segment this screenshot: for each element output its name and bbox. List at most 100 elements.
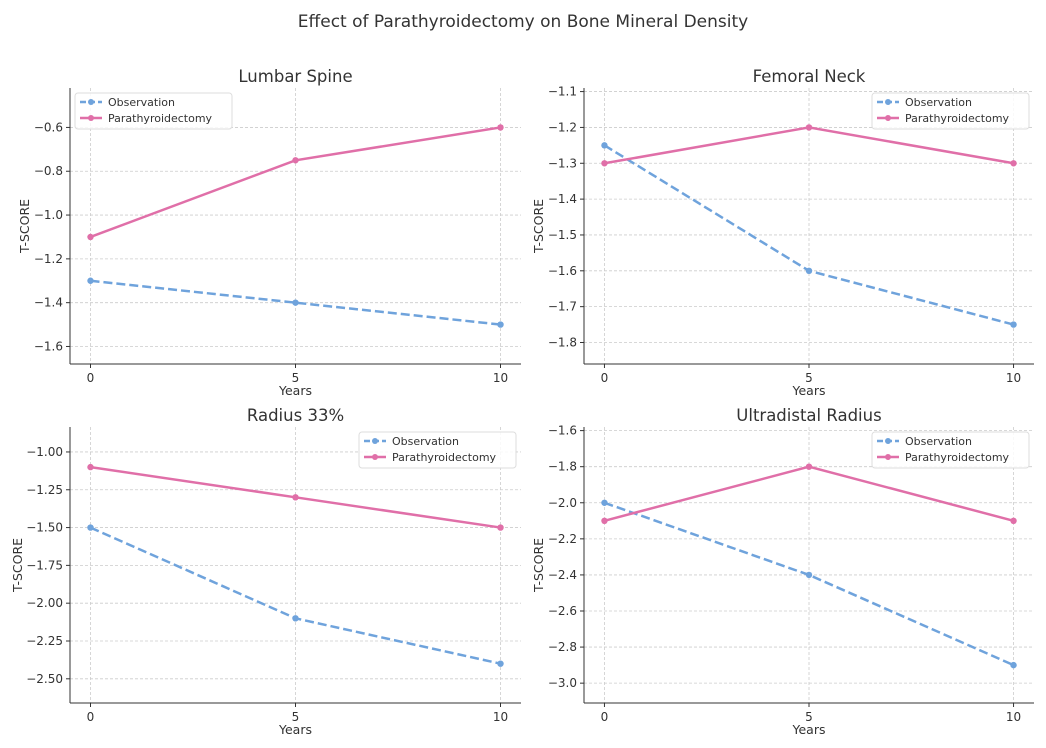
- y-tick-label: −2.00: [26, 596, 63, 610]
- legend: Observation Parathyroidectomy: [871, 431, 1030, 469]
- legend-box: [74, 92, 233, 130]
- data-point-observation: [87, 524, 94, 531]
- legend-box: [871, 431, 1030, 469]
- legend-label: Observation: [392, 435, 459, 448]
- y-tick-label: −2.2: [548, 532, 577, 546]
- legend-box: [358, 431, 517, 469]
- legend-marker: [885, 115, 891, 121]
- x-axis-label: Years: [278, 722, 312, 737]
- legend-label: Observation: [905, 96, 972, 109]
- y-tick-label: −1.2: [34, 252, 63, 266]
- data-point-parathyroidectomy: [1010, 517, 1017, 525]
- legend-marker: [885, 99, 891, 105]
- y-tick-label: −1.3: [548, 156, 577, 170]
- x-tick-label: 0: [601, 710, 609, 724]
- x-tick-label: 10: [1006, 371, 1021, 385]
- y-axis-label: T-SCORE: [531, 538, 546, 593]
- x-tick-label: 5: [292, 371, 300, 385]
- x-tick-label: 10: [493, 371, 508, 385]
- x-tick-label: 0: [87, 710, 95, 724]
- subplot-title: Lumbar Spine: [238, 67, 352, 86]
- subplot-0: 0 5 10 −1.6 −1.4 −1.2 −1.0 −0.8 −0.6 Lumbar Spine…: [17, 67, 521, 398]
- y-tick-label: −2.25: [26, 634, 63, 648]
- legend: Observation Parathyroidectomy: [871, 92, 1030, 130]
- legend-marker: [372, 438, 378, 444]
- data-point-parathyroidectomy: [87, 233, 94, 241]
- data-point-parathyroidectomy: [292, 157, 299, 164]
- series-line-observation: [90, 279, 501, 326]
- data-point-observation: [497, 660, 504, 667]
- y-tick-label: −1.1: [548, 85, 577, 99]
- y-tick-label: −1.00: [26, 445, 63, 459]
- y-tick-label: −2.50: [26, 672, 63, 686]
- data-point-observation: [805, 267, 813, 275]
- data-point-parathyroidectomy: [87, 463, 94, 471]
- y-tick-label: −2.8: [548, 640, 577, 654]
- y-tick-label: −1.50: [26, 521, 63, 535]
- data-point-parathyroidectomy: [1010, 160, 1017, 167]
- legend-label: Parathyroidectomy: [108, 112, 213, 125]
- y-tick-label: −1.6: [548, 264, 577, 278]
- x-tick-label: 10: [493, 710, 508, 724]
- y-tick-label: −0.6: [34, 120, 63, 134]
- y-tick-label: −1.75: [26, 558, 63, 572]
- legend-label: Parathyroidectomy: [905, 451, 1010, 464]
- legend-marker: [88, 99, 94, 105]
- y-tick-label: −1.6: [34, 339, 63, 353]
- y-tick-label: −1.25: [26, 483, 63, 497]
- y-tick-label: −2.6: [548, 604, 577, 618]
- y-tick-label: −3.0: [548, 676, 577, 690]
- y-tick-label: −2.0: [548, 496, 577, 510]
- y-axis-label: T-SCORE: [531, 199, 546, 254]
- data-point-parathyroidectomy: [601, 517, 608, 525]
- data-point-observation: [1010, 321, 1017, 328]
- legend-marker: [372, 454, 378, 460]
- legend-box: [871, 92, 1030, 130]
- y-tick-label: −1.8: [548, 460, 577, 474]
- x-tick-label: 10: [1006, 710, 1021, 724]
- x-axis-label: Years: [278, 383, 312, 398]
- data-point-observation: [1010, 661, 1017, 669]
- x-axis-label: Years: [792, 722, 826, 737]
- data-point-observation: [601, 142, 608, 149]
- y-axis-label: T-SCORE: [10, 538, 25, 593]
- legend: Observation Parathyroidectomy: [74, 92, 233, 130]
- y-tick-label: −1.4: [34, 296, 63, 310]
- legend-marker: [88, 115, 94, 121]
- y-tick-label: −1.0: [34, 208, 63, 222]
- data-point-parathyroidectomy: [601, 160, 608, 167]
- subplot-1: 0 5 10 −1.8 −1.7 −1.6 −1.5 −1.4 −1.3 −1.2 −1.1 Femo…: [531, 67, 1034, 398]
- subplot-2: 0 5 10 −2.50 −2.25 −2.00 −1.75 −1.50 −1.25 −1.00 R…: [10, 406, 521, 737]
- subplot-title: Radius 33%: [247, 406, 344, 425]
- y-tick-label: −1.2: [548, 120, 577, 134]
- legend-label: Parathyroidectomy: [392, 451, 497, 464]
- legend-label: Observation: [905, 435, 972, 448]
- y-tick-label: −1.8: [548, 335, 577, 349]
- x-tick-label: 0: [87, 371, 95, 385]
- data-point-parathyroidectomy: [292, 494, 299, 501]
- y-tick-label: −2.4: [548, 568, 577, 582]
- data-point-parathyroidectomy: [805, 124, 813, 131]
- data-point-observation: [601, 499, 608, 506]
- x-tick-label: 5: [805, 371, 813, 385]
- y-tick-label: −1.4: [548, 192, 577, 206]
- data-point-observation: [805, 571, 813, 579]
- x-tick-label: 0: [601, 371, 609, 385]
- y-axis-label: T-SCORE: [17, 199, 32, 254]
- data-point-observation: [292, 299, 299, 306]
- subplot-3: 0 5 10 −3.0 −2.8 −2.6 −2.4 −2.2 −2.0 −1.8 −1.6 Ultr…: [531, 406, 1034, 737]
- figure-title: Effect of Parathyroidectomy on Bone Mine…: [297, 12, 749, 32]
- subplot-title: Ultradistal Radius: [736, 406, 881, 425]
- legend: Observation Parathyroidectomy: [358, 431, 517, 469]
- data-point-parathyroidectomy: [497, 524, 504, 531]
- y-tick-label: −0.8: [34, 164, 63, 178]
- data-point-observation: [87, 277, 94, 284]
- legend-marker: [885, 454, 891, 460]
- data-point-observation: [497, 321, 504, 328]
- legend-marker: [885, 438, 891, 444]
- x-tick-label: 5: [805, 710, 813, 724]
- y-tick-label: −1.6: [548, 424, 577, 438]
- x-tick-label: 5: [292, 710, 300, 724]
- y-tick-label: −1.7: [548, 300, 577, 314]
